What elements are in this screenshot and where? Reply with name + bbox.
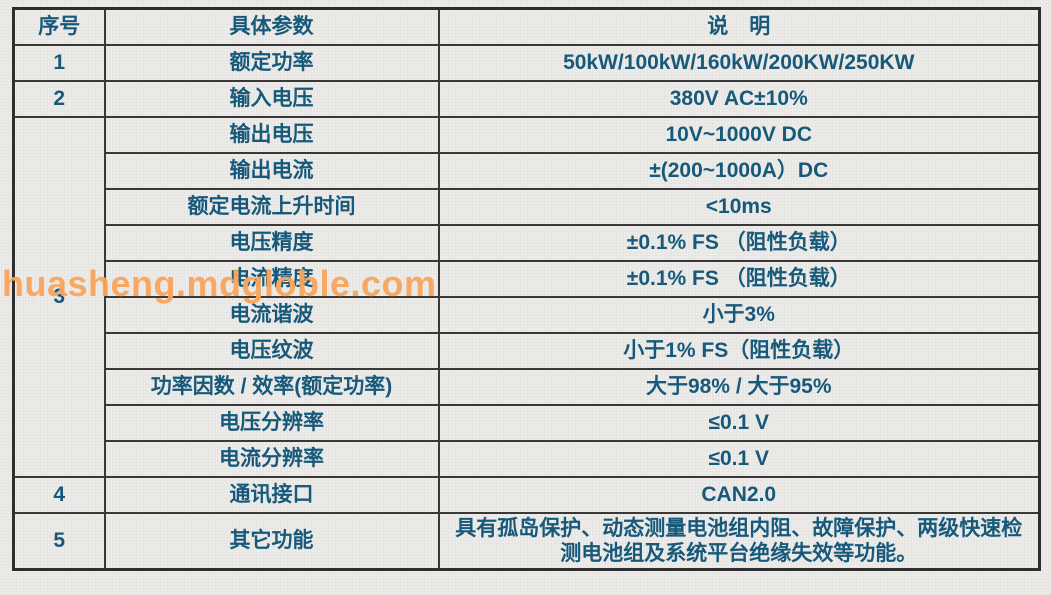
param-cell: 输入电压: [103, 79, 440, 118]
desc-cell: ±0.1% FS （阻性负载）: [437, 259, 1041, 298]
col-header-no: 序号: [12, 7, 106, 46]
param-cell: 电压纹波: [103, 331, 440, 370]
param-cell: 电压精度: [103, 223, 440, 262]
desc-cell: CAN2.0: [437, 475, 1041, 514]
row-no: 2: [12, 79, 106, 118]
desc-cell: 50kW/100kW/160kW/200KW/250KW: [437, 43, 1041, 82]
table-row-comm-interface: 4 通讯接口 CAN2.0: [12, 475, 1041, 514]
param-cell: 额定电流上升时间: [103, 187, 440, 226]
table-row-output-current: 输出电流 ±(200~1000A）DC: [14, 151, 1041, 190]
spec-table: 序号 具体参数 说 明 1 额定功率 50kW/100kW/160kW/200K…: [12, 7, 1041, 571]
param-cell: 输出电压: [103, 115, 440, 154]
table-row-power-factor-efficiency: 功率因数 / 效率(额定功率) 大于98% / 大于95%: [14, 367, 1041, 406]
row-no-merged: 3: [12, 115, 106, 478]
desc-cell: 380V AC±10%: [437, 79, 1041, 118]
table-row-voltage-ripple: 电压纹波 小于1% FS（阻性负载）: [14, 331, 1041, 370]
desc-cell: 小于3%: [437, 295, 1041, 334]
param-cell: 功率因数 / 效率(额定功率): [103, 367, 440, 406]
param-cell: 通讯接口: [103, 475, 440, 514]
col-header-param: 具体参数: [103, 7, 440, 46]
desc-cell: ≤0.1 V: [437, 439, 1041, 478]
desc-cell: ±0.1% FS （阻性负载）: [437, 223, 1041, 262]
row-no: 5: [12, 511, 106, 571]
desc-cell: 大于98% / 大于95%: [437, 367, 1041, 406]
row-no: 1: [12, 43, 106, 82]
desc-cell: ≤0.1 V: [437, 403, 1041, 442]
desc-cell: <10ms: [437, 187, 1041, 226]
param-cell: 其它功能: [103, 511, 440, 571]
desc-cell: ±(200~1000A）DC: [437, 151, 1041, 190]
table-header-row: 序号 具体参数 说 明: [12, 7, 1041, 46]
desc-cell: 具有孤岛保护、动态测量电池组内阻、故障保护、两级快速检测电池组及系统平台绝缘失效…: [437, 511, 1041, 571]
param-cell: 电流谐波: [103, 295, 440, 334]
param-cell: 额定功率: [103, 43, 440, 82]
row-no: 4: [12, 475, 106, 514]
table-row-output-voltage: 3 输出电压 10V~1000V DC: [12, 115, 1041, 478]
param-cell: 电流精度: [103, 259, 440, 298]
table-row-rated-power: 1 额定功率 50kW/100kW/160kW/200KW/250KW: [12, 43, 1041, 82]
table-row-current-accuracy: 电流精度 ±0.1% FS （阻性负载）: [14, 259, 1041, 298]
table-row-voltage-resolution: 电压分辨率 ≤0.1 V: [14, 403, 1041, 442]
param-cell: 输出电流: [103, 151, 440, 190]
param-cell: 电流分辨率: [103, 439, 440, 478]
param-cell: 电压分辨率: [103, 403, 440, 442]
desc-cell: 10V~1000V DC: [437, 115, 1041, 154]
table-row-current-harmonics: 电流谐波 小于3%: [14, 295, 1041, 334]
table-row-other-functions: 5 其它功能 具有孤岛保护、动态测量电池组内阻、故障保护、两级快速检测电池组及系…: [12, 511, 1041, 571]
table-row-current-rise-time: 额定电流上升时间 <10ms: [14, 187, 1041, 226]
table-row-input-voltage: 2 输入电压 380V AC±10%: [12, 79, 1041, 118]
table-row-voltage-accuracy: 电压精度 ±0.1% FS （阻性负载）: [14, 223, 1041, 262]
desc-cell: 小于1% FS（阻性负载）: [437, 331, 1041, 370]
col-header-desc: 说 明: [437, 7, 1041, 46]
table-row-current-resolution: 电流分辨率 ≤0.1 V: [14, 439, 1041, 478]
